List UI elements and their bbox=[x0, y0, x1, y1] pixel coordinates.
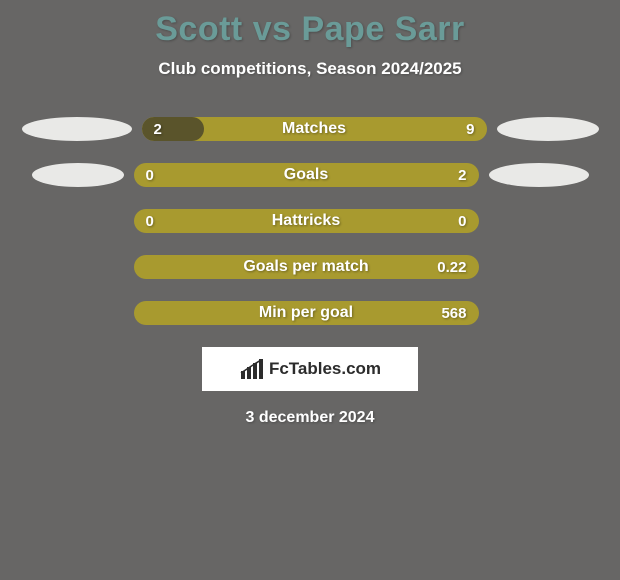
stat-row: Matches29 bbox=[0, 117, 620, 141]
right-ellipse bbox=[489, 163, 589, 187]
stat-bar: Min per goal568 bbox=[134, 301, 479, 325]
stat-bar: Goals per match0.22 bbox=[134, 255, 479, 279]
subtitle: Club competitions, Season 2024/2025 bbox=[0, 59, 620, 79]
stat-rows: Matches29Goals02Hattricks00Goals per mat… bbox=[0, 117, 620, 325]
bar-chart-icon bbox=[239, 359, 265, 379]
stat-bar: Hattricks0 0 bbox=[134, 209, 479, 233]
stat-label: Goals per match bbox=[134, 255, 479, 279]
left-ellipse bbox=[22, 117, 132, 141]
left-ellipse bbox=[32, 163, 124, 187]
stat-left-value: 0 bbox=[146, 209, 154, 233]
page-title: Scott vs Pape Sarr bbox=[0, 0, 620, 49]
stat-right-value: 0 bbox=[458, 209, 466, 233]
stat-row: Goals0 2 bbox=[0, 163, 620, 187]
comparison-card: Scott vs Pape Sarr Club competitions, Se… bbox=[0, 0, 620, 580]
brand-box: FcTables.com bbox=[202, 347, 418, 391]
stat-right-value: 2 bbox=[458, 163, 466, 187]
stat-left-value: 0 bbox=[146, 163, 154, 187]
stat-right-value: 568 bbox=[441, 301, 466, 325]
stat-right-value: 9 bbox=[466, 117, 474, 141]
brand-inner: FcTables.com bbox=[239, 359, 381, 379]
stat-row: Min per goal568 bbox=[0, 301, 620, 325]
date-text: 3 december 2024 bbox=[0, 409, 620, 427]
stat-row: Hattricks0 0 bbox=[0, 209, 620, 233]
stat-bar-fill bbox=[142, 117, 204, 141]
brand-text: FcTables.com bbox=[269, 359, 381, 379]
stat-label: Min per goal bbox=[134, 301, 479, 325]
stat-bar: Matches29 bbox=[142, 117, 487, 141]
stat-label: Hattricks bbox=[134, 209, 479, 233]
stat-row: Goals per match0.22 bbox=[0, 255, 620, 279]
right-ellipse bbox=[497, 117, 599, 141]
stat-label: Goals bbox=[134, 163, 479, 187]
stat-right-value: 0.22 bbox=[437, 255, 466, 279]
stat-bar: Goals0 2 bbox=[134, 163, 479, 187]
